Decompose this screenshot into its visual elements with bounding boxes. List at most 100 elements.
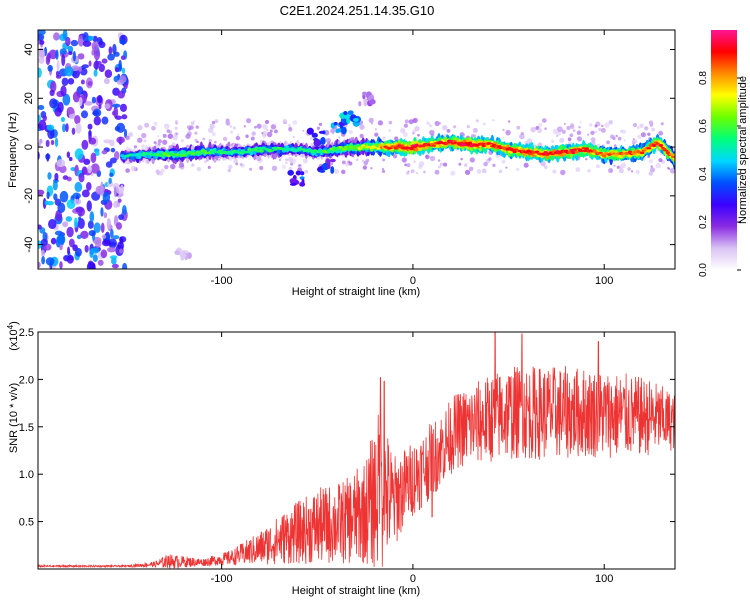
spectrogram-haze-mark <box>576 136 583 142</box>
spectrogram-haze-mark <box>341 169 346 175</box>
spectrogram-feature-mark <box>358 101 362 107</box>
spectrogram-haze-mark <box>178 165 182 169</box>
spectrogram-feature-mark <box>311 132 318 138</box>
spectrogram-haze-mark <box>141 132 147 139</box>
spectrogram-haze-mark <box>561 129 566 134</box>
spectrogram-haze-mark <box>507 120 511 123</box>
snr-y-tick-label: 1.0 <box>19 469 34 481</box>
spectrogram-haze-mark <box>381 169 386 173</box>
spectrogram-ridge-mark <box>257 146 263 150</box>
spectrogram-haze-mark <box>141 144 145 148</box>
spectrogram-haze-mark <box>189 125 194 130</box>
spectrogram-noise-mark <box>62 30 68 40</box>
spectrogram-noise-mark <box>88 60 92 67</box>
spectrogram-noise-mark <box>48 218 57 230</box>
spectrogram-ridge-mark <box>448 140 454 143</box>
spectrogram-haze-mark <box>523 162 529 168</box>
spectrogram-haze-mark <box>250 136 255 141</box>
spectrogram-noise-mark <box>93 69 98 77</box>
spectrogram-noise-mark <box>55 70 60 77</box>
spectrogram-haze-mark <box>417 133 420 137</box>
spectrogram-noise-mark <box>101 150 108 155</box>
snr-y-tick-label: 2.5 <box>19 327 34 339</box>
spectrogram-haze-mark <box>359 124 365 130</box>
spectrogram-haze-mark <box>608 168 614 174</box>
spectrogram-haze-mark <box>392 154 398 159</box>
spectrogram-noise-mark <box>67 45 74 54</box>
spectrogram-haze-mark <box>613 164 616 167</box>
spectrogram-noise-mark <box>78 216 82 221</box>
spectrogram-haze-mark <box>423 170 426 174</box>
spectrogram-noise-mark <box>40 238 48 246</box>
spectrogram-haze-mark <box>404 119 409 124</box>
spectrogram-haze-mark <box>194 138 198 142</box>
spectrogram-plot-area <box>38 30 675 269</box>
spectrogram-y-axis-label: Frequency (Hz) <box>7 112 19 188</box>
spectrogram-feature-mark <box>333 121 338 126</box>
spectrogram-feature-mark <box>319 169 326 173</box>
spectrogram-noise-mark <box>56 60 60 72</box>
spectrogram-noise-mark <box>65 216 73 222</box>
spectrogram-haze-mark <box>416 172 419 175</box>
spectrogram-noise-mark <box>100 207 104 217</box>
spectrogram-noise-mark <box>92 110 100 116</box>
colorbar-tick-label: 0.2 <box>698 215 709 229</box>
spectrogram-haze-mark <box>604 122 610 128</box>
spectrogram-noise-mark <box>111 263 119 269</box>
spectrogram-haze-mark <box>227 168 232 173</box>
spectrogram-haze-mark <box>516 125 521 130</box>
spectrogram-haze-mark <box>285 161 288 165</box>
spectrogram-feature-mark <box>330 166 335 174</box>
spectrogram-noise-mark <box>108 238 117 249</box>
spectrogram-haze-mark <box>468 166 474 172</box>
spectrogram-haze-mark <box>505 166 508 169</box>
spectrogram-noise-mark <box>62 175 69 180</box>
spectrogram-haze-mark <box>637 134 642 139</box>
spectrogram-haze-mark <box>633 139 638 144</box>
spectrogram-haze-mark <box>239 162 243 167</box>
spectrogram-haze-mark <box>374 128 378 131</box>
spectrogram-feature-mark <box>326 163 331 169</box>
spectrogram-noise-mark <box>38 261 41 269</box>
spectrogram-haze-mark <box>137 137 143 143</box>
spectrogram-noise-mark <box>59 190 69 203</box>
spectrogram-haze-mark <box>442 124 448 131</box>
spectrogram-noise-mark <box>104 69 113 79</box>
spectrogram-haze-mark <box>650 165 653 168</box>
spectrogram-haze-mark <box>218 158 221 161</box>
spectrogram-noise-mark <box>100 222 105 234</box>
spectrogram-haze-mark <box>616 165 620 169</box>
spectrogram-haze-mark <box>274 123 277 126</box>
spectrogram-haze-mark <box>377 120 384 126</box>
spectrogram-noise-mark <box>78 66 83 73</box>
spectrogram-haze-mark <box>245 134 249 138</box>
spectrogram-noise-mark <box>110 147 116 153</box>
spectrogram-feature-mark <box>362 91 367 96</box>
spectrogram-haze-mark <box>188 128 191 131</box>
spectrogram-noise-mark <box>103 212 108 219</box>
spectrogram-noise-mark <box>42 115 48 122</box>
spectrogram-haze-mark <box>222 136 228 142</box>
spectrogram-noise-mark <box>57 101 64 113</box>
spectrogram-haze-mark <box>381 167 385 171</box>
spectrogram-noise-mark <box>123 128 128 139</box>
spectrogram-haze-mark <box>481 168 487 174</box>
spectrogram-noise-mark <box>38 67 42 78</box>
spectrogram-noise-mark <box>49 98 58 109</box>
spectrogram-noise-mark <box>89 211 95 223</box>
spectrogram-haze-mark <box>606 140 610 145</box>
spectrogram-haze-mark <box>264 120 270 125</box>
spectrogram-noise-mark <box>107 246 116 253</box>
spectrogram-haze-mark <box>608 120 613 125</box>
spectrogram-noise-mark <box>119 39 126 45</box>
spectrogram-haze-mark <box>229 125 233 128</box>
spectrogram-haze-mark <box>302 129 305 132</box>
spectrogram-haze-mark <box>207 127 214 134</box>
spectrogram-noise-mark <box>109 255 118 260</box>
spectrogram-noise-mark <box>119 236 124 245</box>
spectrogram-noise-mark <box>47 64 53 72</box>
spectrogram-haze-mark <box>412 117 418 123</box>
snr-x-tick-label: 100 <box>595 573 613 585</box>
spectrogram-noise-mark <box>113 186 117 198</box>
spectrogram-noise-mark <box>71 127 76 135</box>
